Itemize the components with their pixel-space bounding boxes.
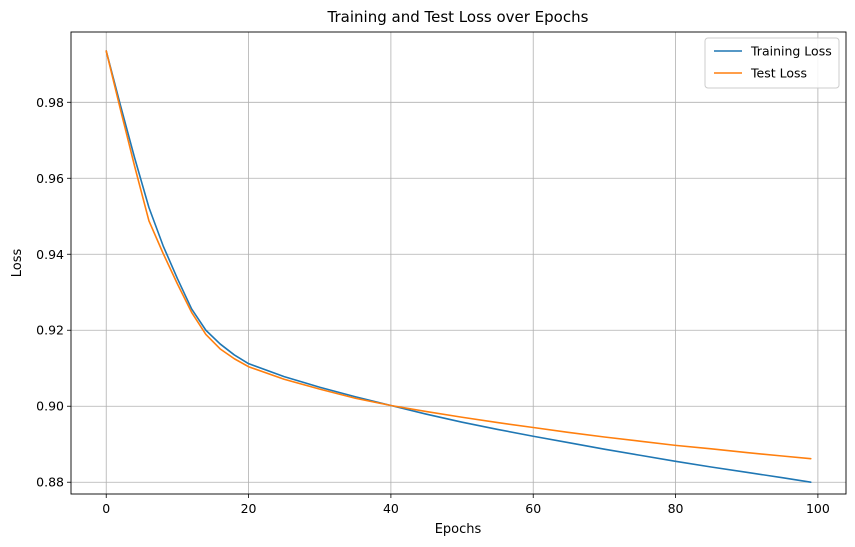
series-line-training-loss [105, 50, 812, 484]
y-tick-label: 0.94 [36, 247, 64, 262]
plot-area [71, 32, 846, 494]
y-axis-label: Loss [10, 249, 25, 278]
legend-label-test-loss: Test Loss [750, 66, 807, 81]
grid [71, 32, 846, 494]
plot-frame [70, 31, 847, 495]
x-tick-label: 100 [806, 501, 830, 516]
series-group [105, 50, 812, 484]
legend-label-training-loss: Training Loss [750, 44, 832, 59]
x-axis-label: Epochs [435, 522, 482, 537]
y-axis: 0.88 0.90 0.92 0.94 0.96 0.98 [36, 95, 71, 490]
x-tick-label: 20 [241, 501, 257, 516]
y-tick-label: 0.88 [36, 475, 64, 490]
chart-title: Training and Test Loss over Epochs [327, 8, 589, 26]
x-tick-label: 0 [102, 501, 110, 516]
x-tick-label: 40 [383, 501, 399, 516]
series-line-test-loss [105, 50, 812, 460]
y-tick-label: 0.90 [36, 399, 64, 414]
y-tick-label: 0.96 [36, 171, 64, 186]
y-tick-label: 0.98 [36, 95, 64, 110]
x-tick-label: 80 [668, 501, 684, 516]
x-tick-label: 60 [525, 501, 541, 516]
legend: Training Loss Test Loss [704, 37, 840, 89]
x-axis: 0 20 40 60 80 100 [102, 494, 830, 516]
y-tick-label: 0.92 [36, 323, 64, 338]
